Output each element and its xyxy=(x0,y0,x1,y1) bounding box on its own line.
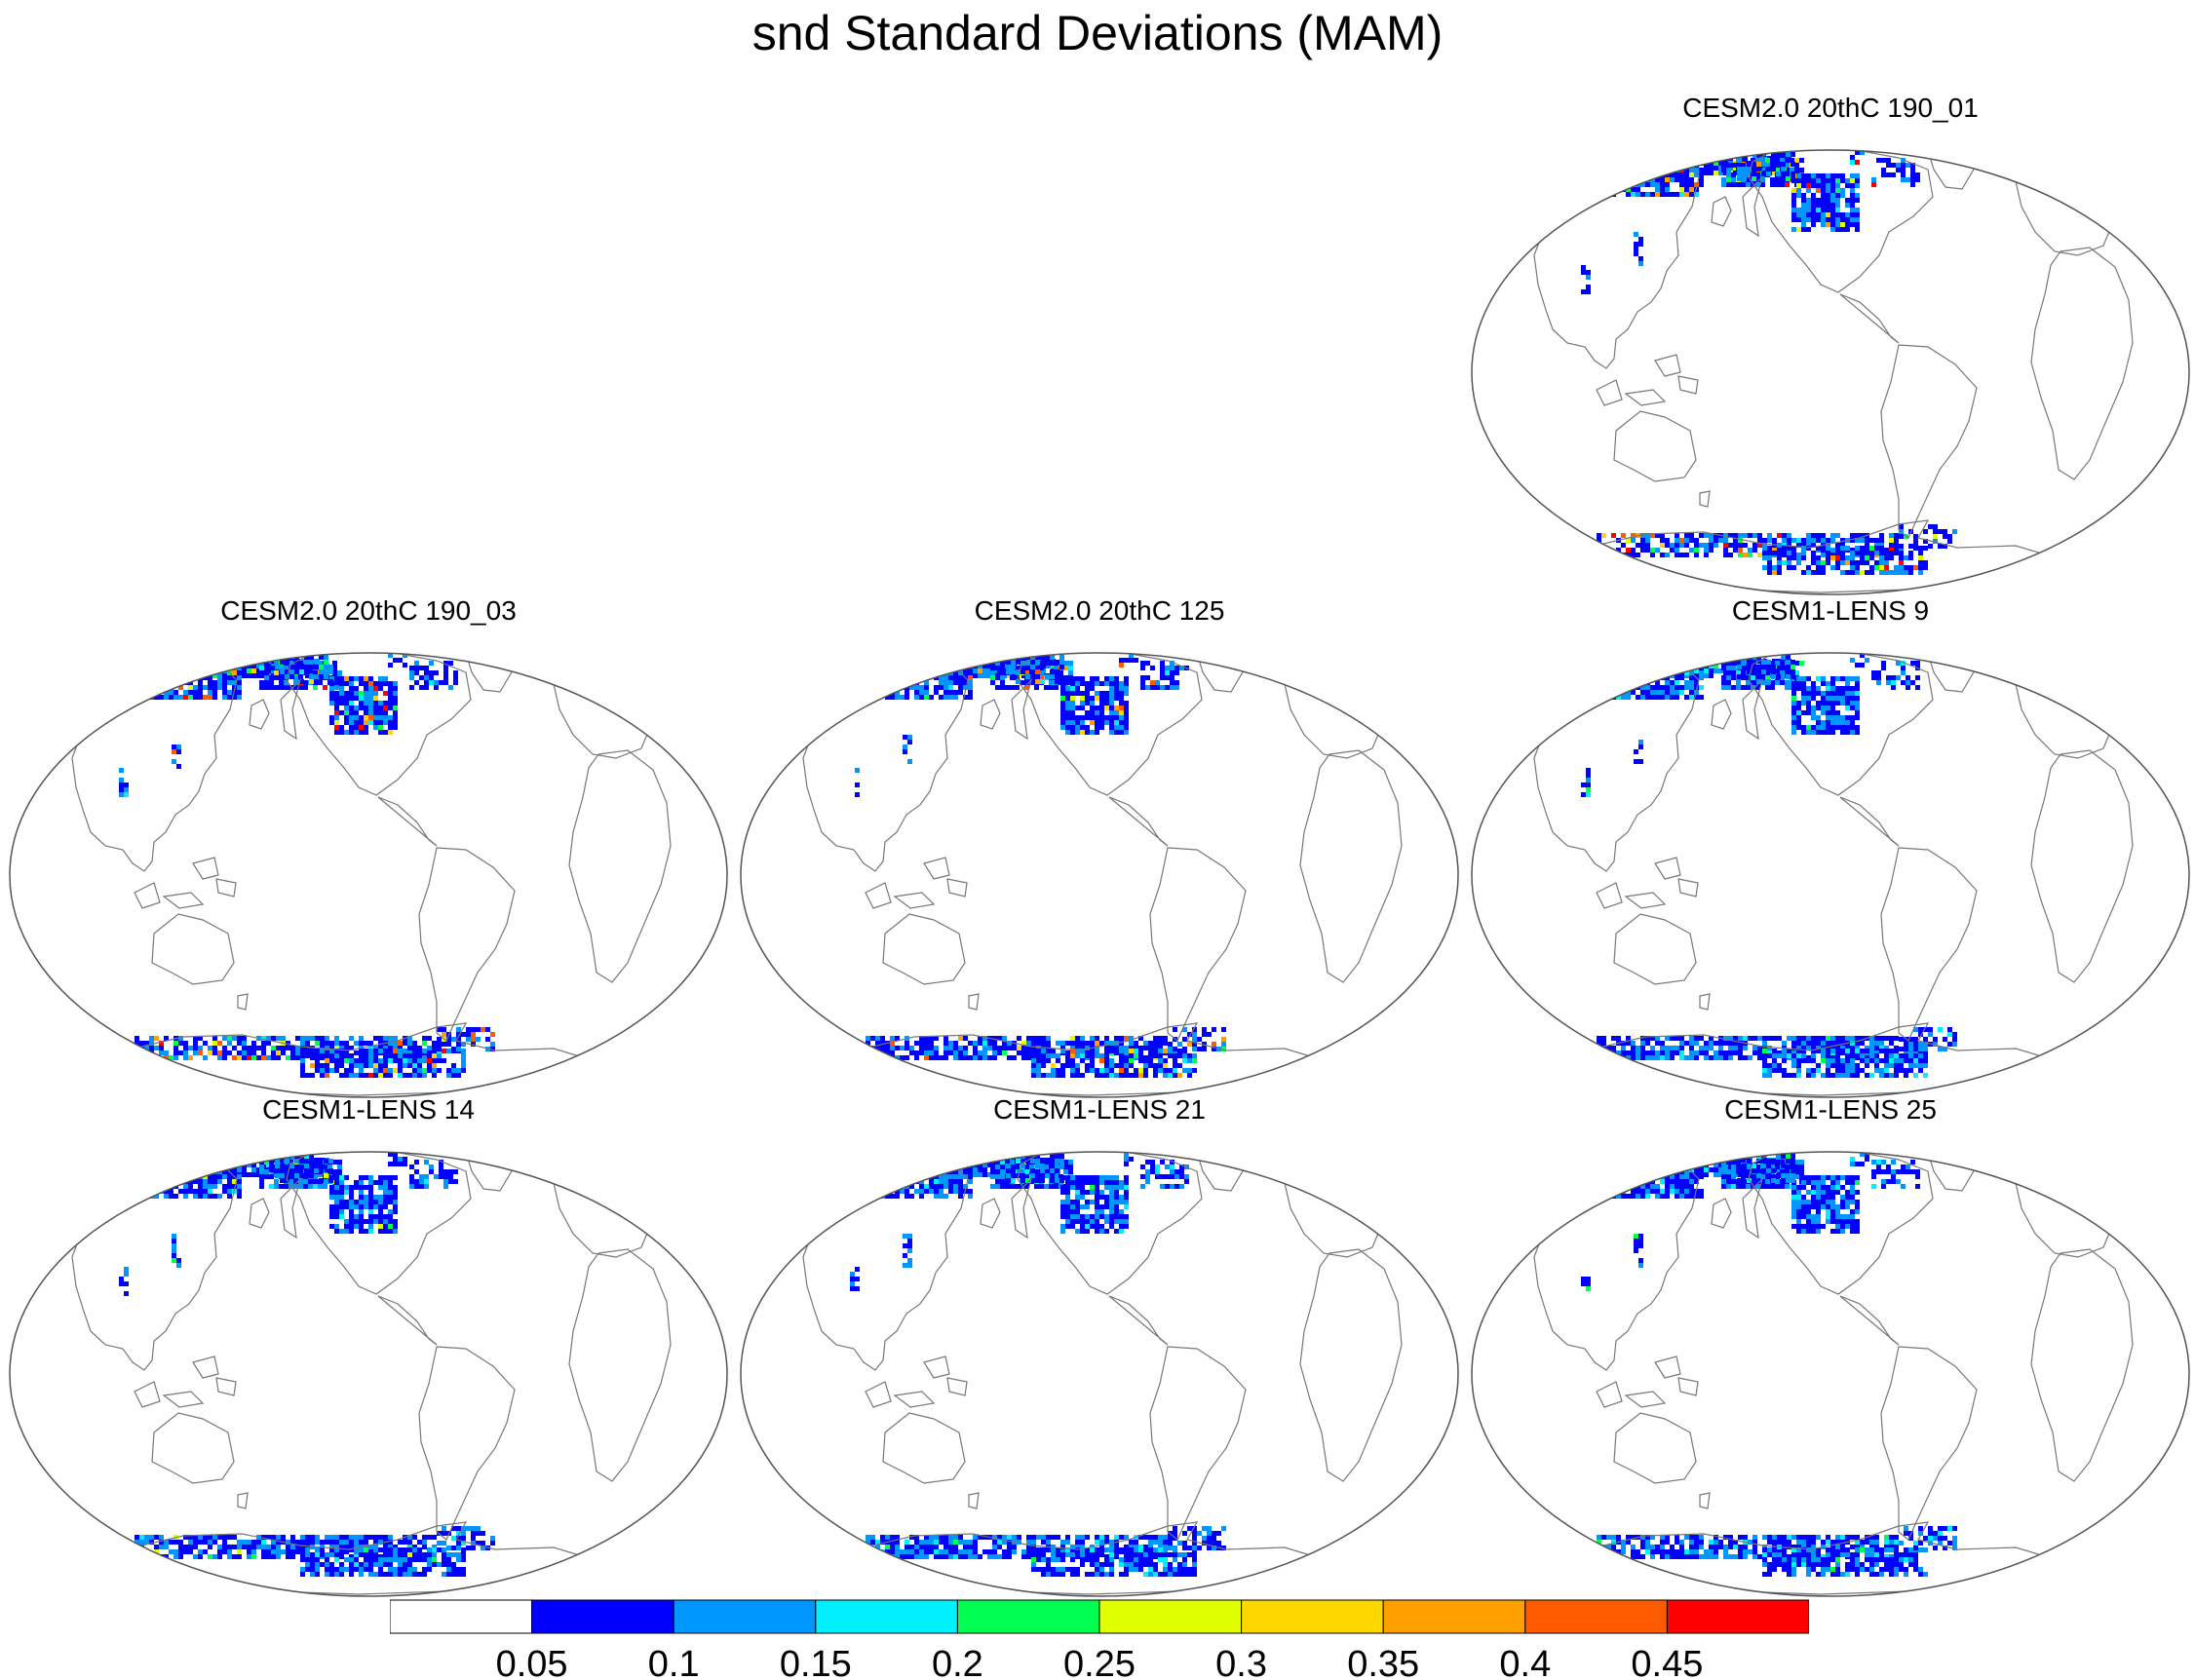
colorbar-swatch xyxy=(1524,1599,1668,1634)
colorbar-label: 0.25 xyxy=(1063,1644,1136,1680)
panel-title: CESM1-LENS 25 xyxy=(1724,1094,1937,1125)
colorbar-swatch xyxy=(673,1599,817,1634)
coastlines xyxy=(1533,1152,2134,1595)
colorbar: 0.05 0.1 0.15 0.2 0.25 0.3 0.35 0.4 0.45 xyxy=(390,1599,1809,1680)
panel-title: CESM2.0 20thC 190_03 xyxy=(220,595,517,626)
world-map xyxy=(739,1140,1460,1600)
panel-title: CESM1-LENS 9 xyxy=(1731,595,1930,626)
map-panel: CESM2.0 20thC 190_01 1910-2005 m xyxy=(1470,92,2191,598)
colorbar-label: 0.15 xyxy=(780,1644,852,1680)
map-panel: CESM2.0 20thC 190_03 1949-2005 m xyxy=(8,594,729,1101)
map-border xyxy=(9,652,728,1098)
colorbar-label: 0.1 xyxy=(648,1644,700,1680)
panel-title: CESM1-LENS 21 xyxy=(993,1094,1206,1125)
map-panel: CESM2.0 20thC 125 1910-2005 m xyxy=(739,594,1460,1101)
figure-title: snd Standard Deviations (MAM) xyxy=(751,6,1444,60)
map-panel: CESM1-LENS 14 1920-2005 m xyxy=(8,1093,729,1600)
colorbar-swatch xyxy=(956,1599,1100,1634)
colorbar-label: 0.4 xyxy=(1499,1644,1551,1680)
map-border xyxy=(9,1151,728,1597)
world-map xyxy=(739,641,1460,1101)
colorbar-label: 0.45 xyxy=(1631,1644,1703,1680)
panel-title: CESM1-LENS 14 xyxy=(262,1094,475,1125)
colorbar-swatch xyxy=(531,1599,674,1634)
coastlines xyxy=(71,653,672,1096)
map-border xyxy=(1471,149,2190,595)
map-panel: CESM1-LENS 9 1920-2005 m xyxy=(1470,594,2191,1101)
world-map xyxy=(1470,138,2191,598)
colorbar-swatch xyxy=(1666,1599,1809,1634)
colorbar-swatch xyxy=(390,1599,533,1634)
map-border xyxy=(740,1151,1459,1597)
map-panel: CESM1-LENS 25 1920-2005 m xyxy=(1470,1093,2191,1600)
world-map xyxy=(1470,1140,2191,1600)
colorbar-swatch xyxy=(815,1599,958,1634)
map-panel: CESM1-LENS 21 1920-2005 m xyxy=(739,1093,1460,1600)
world-map xyxy=(8,1140,729,1600)
colorbar-label: 0.3 xyxy=(1215,1644,1267,1680)
colorbar-label: 0.2 xyxy=(932,1644,983,1680)
world-map xyxy=(1470,641,2191,1101)
map-border xyxy=(740,652,1459,1098)
colorbar-label: 0.05 xyxy=(496,1644,568,1680)
panel-title: CESM2.0 20thC 190_01 xyxy=(1682,93,1979,123)
map-border xyxy=(1471,652,2190,1098)
world-map xyxy=(8,641,729,1101)
colorbar-swatch xyxy=(1241,1599,1384,1634)
colorbar-label: 0.35 xyxy=(1347,1644,1419,1680)
panel-title: CESM2.0 20thC 125 xyxy=(974,595,1225,626)
colorbar-swatch xyxy=(1098,1599,1243,1634)
map-border xyxy=(1471,1151,2190,1597)
colorbar-swatch xyxy=(1382,1599,1526,1634)
